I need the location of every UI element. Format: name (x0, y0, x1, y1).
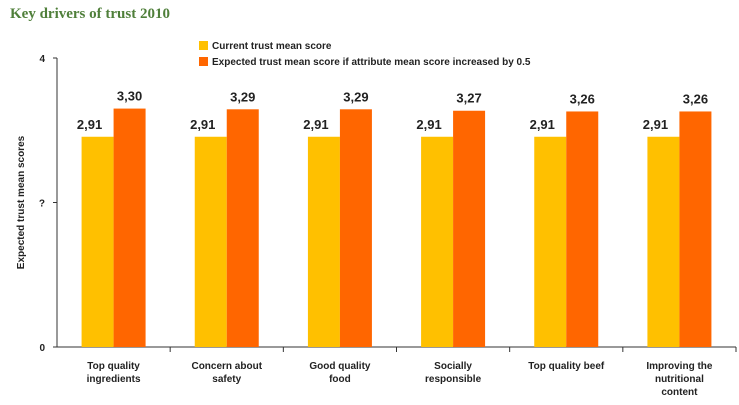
legend-swatch (199, 41, 208, 50)
bar (647, 136, 680, 347)
y-tick-label: ? (39, 199, 45, 210)
category-label: Good quality (309, 361, 371, 372)
category-label: Improving the (646, 361, 713, 372)
legend-label: Expected trust mean score if attribute m… (212, 57, 531, 68)
data-label: 2,91 (190, 117, 215, 132)
y-tick-label: 0 (39, 343, 45, 354)
category-label: ingredients (87, 374, 141, 385)
category-label: Top quality beef (528, 361, 605, 372)
bar (453, 110, 486, 348)
data-label: 2,91 (416, 117, 441, 132)
bar (81, 136, 114, 347)
chart-title: Key drivers of trust 2010 (10, 6, 170, 22)
bars (81, 108, 712, 348)
category-label: Top quality (87, 361, 140, 372)
data-label: 2,91 (530, 117, 555, 132)
category-label: nutritional (655, 374, 704, 385)
category-label: Concern about (191, 361, 262, 372)
legend-swatch (199, 57, 208, 66)
bar (113, 108, 146, 347)
legend-label: Current trust mean score (212, 41, 332, 52)
axes: 4? 0 Expected trust mean scores (16, 54, 737, 354)
category-label: responsible (425, 374, 482, 385)
y-axis-label: Expected trust mean scores (16, 135, 27, 269)
legend: Current trust mean score Expected trust m… (199, 41, 531, 68)
data-label: 2,91 (77, 117, 102, 132)
bar (226, 109, 259, 347)
bar (421, 136, 454, 347)
bar (534, 136, 567, 347)
data-labels: 2,91 3,30 2,91 3,29 2,91 3,29 2,91 3,27 2,91 3,26… (77, 89, 708, 132)
category-labels: Top quality ingredients Concern about safet… (87, 361, 713, 398)
y-tick-label: 4 (39, 54, 45, 65)
data-label: 3,27 (456, 91, 481, 106)
category-label: content (661, 387, 698, 398)
bar (566, 111, 599, 347)
data-label: 2,91 (303, 117, 328, 132)
bar (194, 136, 227, 347)
data-label: 3,29 (343, 89, 368, 104)
data-label: 3,26 (570, 91, 595, 106)
bar (339, 109, 372, 347)
category-label: Socially (434, 361, 472, 372)
data-label: 2,91 (643, 117, 668, 132)
bar (307, 136, 340, 347)
data-label: 3,26 (683, 91, 708, 106)
bar (679, 111, 712, 347)
category-label: safety (212, 374, 241, 385)
category-label: food (329, 374, 351, 385)
data-label: 3,29 (230, 89, 255, 104)
data-label: 3,30 (117, 89, 142, 104)
